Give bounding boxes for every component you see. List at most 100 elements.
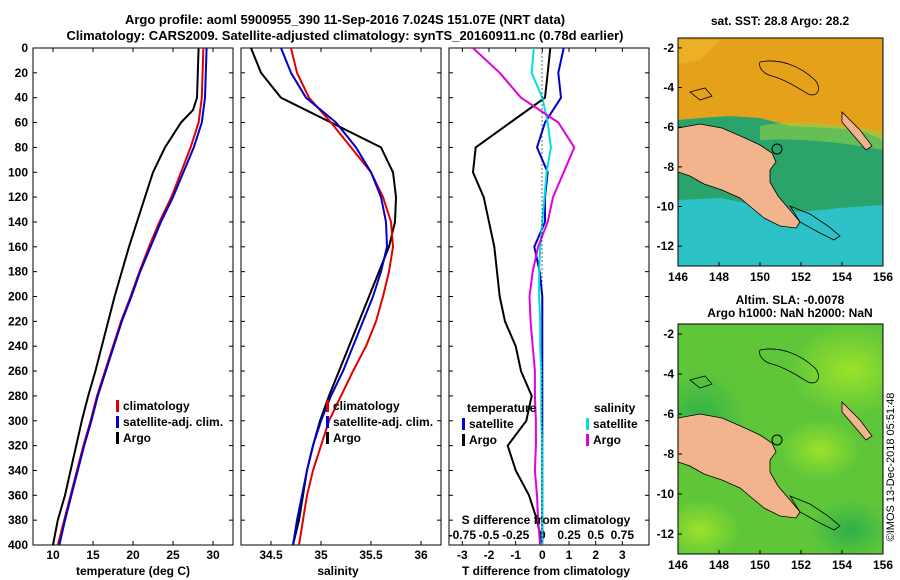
- legend-label-climatology: climatology: [123, 399, 190, 413]
- island-coast: [689, 375, 713, 389]
- map-x-tick-label: 154: [832, 270, 852, 284]
- sst-profile-marker: [771, 143, 783, 155]
- legend-swatch-climatology: [116, 400, 119, 412]
- depth-tick-label: 120: [8, 190, 28, 204]
- map-y-tick-label: -6: [663, 120, 674, 134]
- legend-title-temperature: temperature: [467, 401, 537, 415]
- depth-tick-label: 240: [8, 339, 28, 353]
- sla-map-frame: [677, 323, 884, 555]
- depth-axis: 0 20 40 60 80 100 120 140 160 180 200 220 240 260 280 3…: [8, 41, 649, 552]
- depth-tick-label: 400: [8, 538, 28, 552]
- depth-tick-label: 80: [15, 140, 29, 154]
- series-line-satellite-adj-clim-: [280, 48, 388, 545]
- legend-label-argo: Argo: [123, 431, 151, 445]
- difference-legend: temperature satellite Argo salinity sate…: [462, 401, 638, 447]
- legend-swatch-satellite: [116, 416, 119, 428]
- depth-tick-label: 220: [8, 314, 28, 328]
- sla-high-c: [780, 420, 860, 480]
- x-tick-label: -3: [457, 548, 468, 562]
- x-tick-label: 20: [126, 548, 140, 562]
- salinity-axes: [240, 47, 442, 546]
- x-tick-label: 1: [566, 548, 573, 562]
- map-y-tick-label: -2: [663, 41, 674, 55]
- depth-tick-label: 200: [8, 290, 28, 304]
- map-y-tick-label: -8: [663, 447, 674, 461]
- x-tick-label: 34.5: [259, 548, 283, 562]
- louisiade-coast: [789, 495, 841, 531]
- series-line-temperature-argo: [472, 48, 552, 545]
- s-diff-tick-label: -0.75: [449, 528, 477, 542]
- map-x-tick-label: 146: [668, 558, 688, 572]
- map-y-tick-label: -8: [663, 160, 674, 174]
- legend-swatch-s-argo: [586, 434, 589, 446]
- depth-tick-label: 160: [8, 240, 28, 254]
- temperature-legend: climatology satellite-adj. clim. Argo: [116, 399, 223, 445]
- legend-swatch-argo: [116, 432, 119, 444]
- map-y-tick-label: -10: [657, 487, 675, 501]
- legend-label-t-satellite: satellite: [469, 417, 514, 431]
- map-x-tick-label: 150: [750, 270, 770, 284]
- x-tick-label: 25: [166, 548, 180, 562]
- map-x-tick-label: 152: [791, 270, 811, 284]
- map-x-tick-label: 148: [709, 558, 729, 572]
- legend-label-satellite: satellite-adj. clim.: [123, 415, 223, 429]
- map-y-tick-label: -4: [663, 81, 674, 95]
- figure-title-line1: Argo profile: aoml 5900955_390 11-Sep-20…: [125, 12, 565, 27]
- legend-label-s-satellite: satellite: [593, 417, 638, 431]
- series-line-climatology: [290, 48, 394, 545]
- salinity-xaxis: 34.5 35 35.5 36: [259, 48, 428, 562]
- s-diff-tick-label: 0.25: [557, 528, 581, 542]
- map-x-tick-label: 146: [668, 270, 688, 284]
- louisiade-coast: [789, 205, 841, 241]
- salinity-lines: [250, 48, 397, 545]
- legend-label-satellite: satellite-adj. clim.: [333, 415, 433, 429]
- sla-land: [678, 348, 873, 531]
- difference-xlabel-top: S difference from climatology: [462, 513, 631, 527]
- legend-swatch-s-satellite: [586, 418, 589, 430]
- depth-tick-label: 100: [8, 165, 28, 179]
- sst-field-cold: [678, 198, 883, 266]
- map-x-tick-label: 156: [873, 270, 893, 284]
- sla-profile-marker: [771, 434, 783, 446]
- sla-high-sw: [678, 500, 740, 554]
- x-tick-label: 15: [86, 548, 100, 562]
- legend-swatch-t-argo: [462, 434, 465, 446]
- legend-swatch-climatology: [326, 400, 329, 412]
- sst-patch: [678, 40, 720, 64]
- map-x-tick-label: 152: [791, 558, 811, 572]
- legend-label-argo: Argo: [333, 431, 361, 445]
- map-y-tick-label: -10: [657, 200, 675, 214]
- depth-tick-label: 0: [21, 41, 28, 55]
- legend-label-climatology: climatology: [333, 399, 400, 413]
- figure-title-line2: Climatology: CARS2009. Satellite-adjuste…: [66, 28, 623, 43]
- sla-map-title-line1: Altim. SLA: -0.0078: [736, 293, 845, 307]
- depth-tick-label: 300: [8, 414, 28, 428]
- map-y-tick-label: -2: [663, 327, 674, 341]
- legend-swatch-argo: [326, 432, 329, 444]
- new-britain-coast: [759, 60, 819, 96]
- x-tick-label: -2: [484, 548, 495, 562]
- map-y-tick-label: -6: [663, 407, 674, 421]
- sla-map-title-line2: Argo h1000: NaN h2000: NaN: [707, 306, 872, 320]
- depth-tick-label: 280: [8, 389, 28, 403]
- legend-label-t-argo: Argo: [469, 433, 497, 447]
- new-guinea-land: [678, 413, 801, 519]
- difference-lines: [472, 48, 576, 545]
- s-diff-tick-label: 0.75: [611, 528, 635, 542]
- legend-label-s-argo: Argo: [593, 433, 621, 447]
- temperature-axes: [32, 47, 234, 546]
- x-tick-label: 10: [46, 548, 60, 562]
- depth-tick-label: 340: [8, 463, 28, 477]
- temperature-lines: [52, 48, 208, 545]
- sst-land: [678, 60, 873, 241]
- s-diff-tick-label: -0.25: [502, 528, 530, 542]
- sla-low-se: [810, 500, 883, 554]
- bougainville-land: [841, 111, 873, 151]
- x-tick-label: 35: [314, 548, 328, 562]
- depth-tick-label: 180: [8, 265, 28, 279]
- sst-map-title: sat. SST: 28.8 Argo: 28.2: [711, 14, 850, 28]
- sla-map-axes: 146 148 150 152 154 156 -2 -4 -6 -8 -10 -12: [657, 327, 894, 572]
- map-x-tick-label: 156: [873, 558, 893, 572]
- map-x-tick-label: 150: [750, 558, 770, 572]
